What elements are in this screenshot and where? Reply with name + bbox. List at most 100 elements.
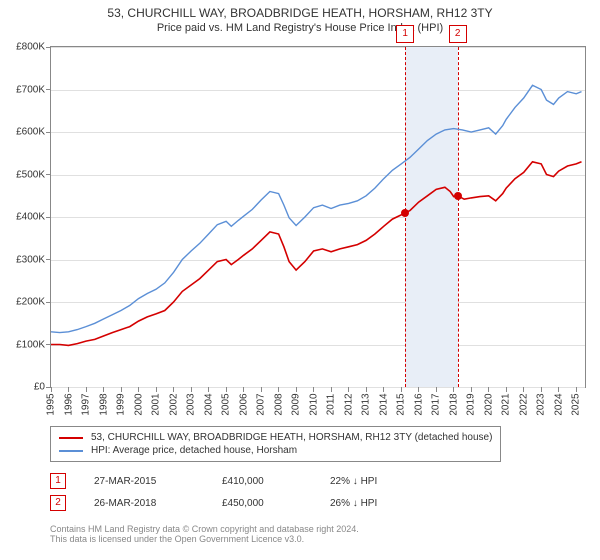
xtick-label: 2023	[536, 393, 547, 415]
xtick-mark	[208, 387, 209, 392]
legend-swatch	[59, 450, 83, 452]
xtick-label: 2011	[326, 394, 337, 416]
xtick-label: 2002	[168, 393, 179, 415]
xtick-label: 2010	[308, 393, 319, 415]
xtick-mark	[313, 387, 314, 392]
xtick-mark	[331, 387, 332, 392]
xtick-mark	[243, 387, 244, 392]
xtick-mark	[488, 387, 489, 392]
xtick-mark	[348, 387, 349, 392]
xtick-label: 1996	[63, 393, 74, 415]
ytick-label: £100K	[16, 339, 45, 350]
sale-price: £450,000	[222, 498, 302, 509]
xtick-label: 2004	[203, 393, 214, 415]
xtick-mark	[576, 387, 577, 392]
sale-delta: 22% ↓ HPI	[330, 476, 377, 487]
attribution-footer: Contains HM Land Registry data © Crown c…	[50, 524, 359, 544]
xtick-label: 2007	[256, 393, 267, 415]
legend-row: HPI: Average price, detached house, Hors…	[59, 444, 492, 457]
xtick-label: 2016	[413, 393, 424, 415]
xtick-mark	[471, 387, 472, 392]
xtick-mark	[173, 387, 174, 392]
xtick-mark	[506, 387, 507, 392]
xtick-label: 2025	[571, 393, 582, 415]
sale-date: 26-MAR-2018	[94, 498, 194, 509]
sales-table: 127-MAR-2015£410,00022% ↓ HPI226-MAR-201…	[50, 470, 377, 514]
xtick-mark	[523, 387, 524, 392]
xtick-label: 2008	[273, 393, 284, 415]
xtick-mark	[366, 387, 367, 392]
ytick-label: £800K	[16, 42, 45, 53]
line-chart: £0£100K£200K£300K£400K£500K£600K£700K£80…	[50, 46, 586, 388]
legend-label: HPI: Average price, detached house, Hors…	[91, 445, 297, 456]
sale-row: 1 27-MAR-2015 £410,000 22% ↓ HPI	[50, 470, 377, 492]
xtick-label: 2014	[378, 393, 389, 415]
sale-dot	[401, 209, 409, 217]
xtick-label: 1997	[81, 393, 92, 415]
xtick-mark	[558, 387, 559, 392]
xtick-label: 2001	[151, 393, 162, 415]
legend-swatch	[59, 437, 83, 439]
xtick-mark	[401, 387, 402, 392]
chart-title-address: 53, CHURCHILL WAY, BROADBRIDGE HEATH, HO…	[0, 0, 600, 20]
sale-marker: 1	[396, 25, 414, 43]
xtick-mark	[68, 387, 69, 392]
chart-title-sub: Price paid vs. HM Land Registry's House …	[0, 20, 600, 34]
xtick-mark	[261, 387, 262, 392]
series-layer	[51, 47, 585, 387]
xtick-mark	[121, 387, 122, 392]
sale-row: 226-MAR-2018£450,00026% ↓ HPI	[50, 492, 377, 514]
xtick-mark	[191, 387, 192, 392]
series-hpi	[51, 85, 582, 332]
footer-line-1: Contains HM Land Registry data © Crown c…	[50, 524, 359, 534]
sale-marker: 2	[449, 25, 467, 43]
xtick-label: 2024	[553, 393, 564, 415]
xtick-label: 1999	[116, 393, 127, 415]
ytick-label: £700K	[16, 84, 45, 95]
xtick-mark	[453, 387, 454, 392]
legend-label: 53, CHURCHILL WAY, BROADBRIDGE HEATH, HO…	[91, 432, 492, 443]
xtick-mark	[86, 387, 87, 392]
xtick-label: 2020	[483, 393, 494, 415]
xtick-label: 2022	[518, 393, 529, 415]
xtick-mark	[296, 387, 297, 392]
xtick-label: 2003	[186, 393, 197, 415]
xtick-mark	[138, 387, 139, 392]
sale-dot	[454, 192, 462, 200]
xtick-label: 2015	[396, 393, 407, 415]
sale-row-marker: 1	[50, 473, 66, 489]
xtick-mark	[418, 387, 419, 392]
ytick-label: £400K	[16, 212, 45, 223]
xtick-label: 2019	[466, 393, 477, 415]
footer-line-2: This data is licensed under the Open Gov…	[50, 534, 359, 544]
ytick-label: £0	[34, 382, 45, 393]
xtick-mark	[156, 387, 157, 392]
xtick-label: 2006	[238, 393, 249, 415]
xtick-mark	[541, 387, 542, 392]
xtick-mark	[226, 387, 227, 392]
sale-price: £410,000	[222, 476, 302, 487]
ytick-label: £500K	[16, 169, 45, 180]
xtick-label: 1998	[98, 393, 109, 415]
xtick-mark	[383, 387, 384, 392]
xtick-label: 1995	[46, 393, 57, 415]
series-price_paid	[51, 162, 582, 346]
xtick-label: 2012	[343, 393, 354, 415]
xtick-label: 2021	[501, 393, 512, 415]
ytick-label: £600K	[16, 127, 45, 138]
xtick-label: 2017	[431, 393, 442, 415]
xtick-label: 2000	[133, 393, 144, 415]
xtick-mark	[436, 387, 437, 392]
legend: 53, CHURCHILL WAY, BROADBRIDGE HEATH, HO…	[50, 426, 501, 462]
xtick-label: 2018	[448, 393, 459, 415]
sale-date: 27-MAR-2015	[94, 476, 194, 487]
sale-delta: 26% ↓ HPI	[330, 498, 377, 509]
xtick-label: 2013	[361, 393, 372, 415]
xtick-label: 2009	[291, 393, 302, 415]
ytick-label: £200K	[16, 297, 45, 308]
legend-row: 53, CHURCHILL WAY, BROADBRIDGE HEATH, HO…	[59, 431, 492, 444]
xtick-label: 2005	[221, 393, 232, 415]
xtick-mark	[278, 387, 279, 392]
xtick-mark	[51, 387, 52, 392]
ytick-label: £300K	[16, 254, 45, 265]
